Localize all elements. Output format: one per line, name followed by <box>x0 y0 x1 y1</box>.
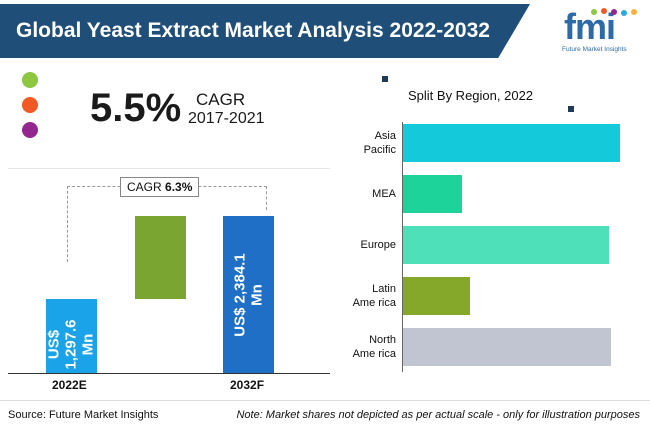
region-label: Europe <box>360 239 396 251</box>
page-title: Global Yeast Extract Market Analysis 202… <box>16 19 490 42</box>
x-label-2032f: 2032F <box>230 378 265 392</box>
cagr-annotation-label: CAGR <box>127 180 162 194</box>
fmi-logo: fmi Future Market Insights <box>560 4 648 58</box>
decor-square-icon <box>568 106 574 112</box>
logo-subtitle: Future Market Insights <box>562 46 627 53</box>
cagr-label: CAGR <box>196 90 246 109</box>
cagr-value: 5.5% <box>90 86 182 130</box>
left-panel: 5.5% CAGR 2017-2021 CAGR 6.3% US$ 1,297.… <box>8 64 330 396</box>
bar-label-2032f: US$ 2,384.1 Mn <box>231 252 265 337</box>
bar-2022e <box>46 299 97 373</box>
x-label-2022e: 2022E <box>52 378 87 392</box>
legend-dot-purple <box>22 122 38 138</box>
region-split-panel: Split By Region, 2022 Asia Pacific MEA Euro… <box>336 64 642 396</box>
x-axis <box>8 373 330 374</box>
bar-2032f <box>223 216 274 373</box>
region-bar-europe <box>403 226 609 264</box>
region-label: MEA <box>372 188 396 200</box>
title-band <box>0 4 530 58</box>
bar-label-2022e: US$ 1,297.6 Mn <box>45 319 97 370</box>
header: Global Yeast Extract Market Analysis 202… <box>0 0 650 62</box>
cagr-connector-left <box>67 186 68 262</box>
region-label: Latin Ame rica <box>352 283 396 309</box>
footer: Source: Future Market Insights Note: Mar… <box>0 400 650 430</box>
logo-dots-icon <box>591 8 637 16</box>
region-label: North Ame rica <box>352 334 396 360</box>
cagr-card: 5.5% CAGR 2017-2021 <box>8 64 330 169</box>
market-size-chart: CAGR 6.3% US$ 1,297.6 Mn US$ 2,384.1 Mn 20… <box>8 172 330 396</box>
legend-dot-orange <box>22 97 38 113</box>
region-bar-north-america <box>403 328 611 366</box>
region-bar-asia-pacific <box>403 124 620 162</box>
note-text: Note: Market shares not depicted as per … <box>236 409 640 421</box>
decor-square-icon <box>382 76 388 82</box>
y-axis <box>402 122 403 372</box>
region-bar-latin-america <box>403 277 470 315</box>
cagr-period: 2017-2021 <box>188 110 265 127</box>
region-bar-mea <box>403 175 462 213</box>
region-chart-title: Split By Region, 2022 <box>408 88 534 103</box>
cagr-connector-right <box>266 186 267 210</box>
cagr-annotation-value: 6.3% <box>165 180 193 194</box>
region-label: Asia Pacific <box>363 130 396 156</box>
cagr-annotation: CAGR 6.3% <box>120 177 200 197</box>
source-text: Source: Future Market Insights <box>8 409 159 421</box>
bar-growth-connector <box>135 216 186 299</box>
legend-dot-green <box>22 72 38 88</box>
logo-text: fmi <box>564 6 616 47</box>
